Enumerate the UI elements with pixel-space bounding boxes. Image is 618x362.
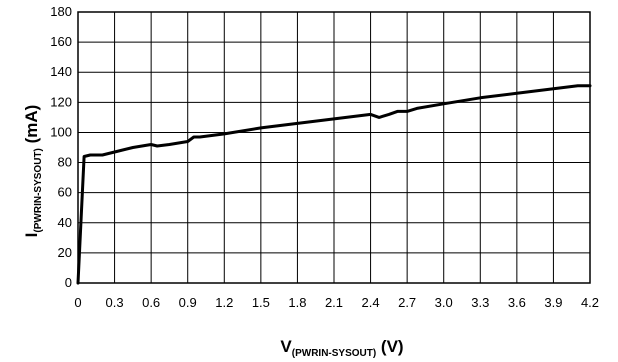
x-tick-label: 3.3 bbox=[471, 295, 489, 310]
x-tick-label: 4.2 bbox=[581, 295, 599, 310]
x-axis-title-main: V bbox=[280, 337, 292, 356]
x-tick-label: 0.9 bbox=[179, 295, 197, 310]
plot-frame bbox=[77, 11, 591, 284]
y-axis-title-unit: (mA) bbox=[22, 105, 41, 148]
x-tick-label: 0.6 bbox=[142, 295, 160, 310]
x-tick-label: 3.6 bbox=[508, 295, 526, 310]
x-tick-label: 3.9 bbox=[544, 295, 562, 310]
x-axis-title: V(PWRIN-SYSOUT) (V) bbox=[280, 337, 403, 359]
y-tick-label: 20 bbox=[58, 245, 72, 260]
y-tick-label: 60 bbox=[58, 185, 72, 200]
x-axis-title-sub: (PWRIN-SYSOUT) bbox=[292, 348, 376, 359]
y-tick-label: 120 bbox=[50, 94, 72, 109]
y-tick-label: 80 bbox=[58, 155, 72, 170]
y-axis-title-sub: (PWRIN-SYSOUT) bbox=[33, 148, 44, 232]
x-tick-label: 2.1 bbox=[325, 295, 343, 310]
x-tick-labels: 0 0.3 0.6 0.9 1.2 1.5 1.8 2.1 2.4 2.7 3.0 3.3 3.6 3.9… bbox=[74, 295, 599, 310]
y-tick-label: 40 bbox=[58, 215, 72, 230]
x-tick-label: 1.8 bbox=[288, 295, 306, 310]
x-tick-label: 2.7 bbox=[398, 295, 416, 310]
plot-area bbox=[76, 84, 592, 285]
y-tick-label: 0 bbox=[65, 275, 72, 290]
y-tick-label: 180 bbox=[50, 4, 72, 19]
y-tick-labels: 0 20 40 60 80 100 120 140 160 180 bbox=[50, 4, 72, 290]
y-axis-title: I(PWRIN-SYSOUT) (mA) bbox=[22, 105, 44, 238]
x-tick-label: 0 bbox=[74, 295, 81, 310]
x-axis-title-unit: (V) bbox=[376, 337, 403, 356]
y-axis-title-main: I bbox=[22, 233, 41, 238]
y-tick-label: 140 bbox=[50, 64, 72, 79]
y-tick-label: 160 bbox=[50, 34, 72, 49]
x-tick-label: 0.3 bbox=[106, 295, 124, 310]
x-tick-label: 2.4 bbox=[362, 295, 380, 310]
y-tick-label: 100 bbox=[50, 124, 72, 139]
series-line-0 bbox=[76, 84, 592, 285]
grid bbox=[77, 11, 591, 284]
x-tick-label: 1.5 bbox=[252, 295, 270, 310]
x-tick-label: 1.2 bbox=[215, 295, 233, 310]
x-tick-label: 3.0 bbox=[435, 295, 453, 310]
